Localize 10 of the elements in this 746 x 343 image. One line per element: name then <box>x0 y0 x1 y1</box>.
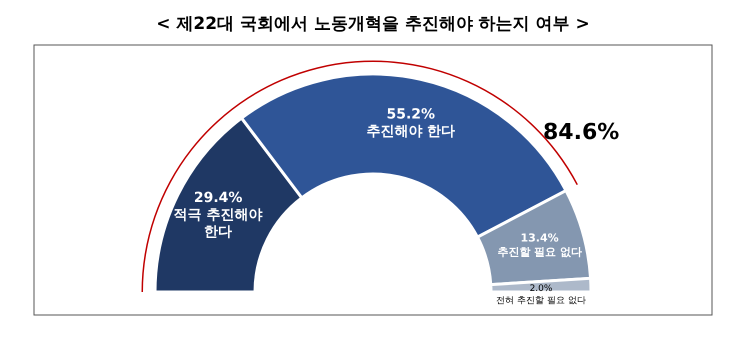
slice-label: 전혀 추진할 필요 없다 <box>496 296 586 306</box>
data-label: 29.4% <box>194 190 242 206</box>
data-label: 2.0% <box>530 284 553 294</box>
slice-label: 적극 추진해야 한다 <box>174 206 263 240</box>
slice-label: 추진해야 한다 <box>366 124 456 140</box>
data-label: 13.4% <box>520 231 559 244</box>
text: 84.6% <box>543 120 620 145</box>
chart-title: < 제22대 국회에서 노동개혁을 추진해야 하는지 여부 > <box>156 14 590 34</box>
slice-label: 추진할 필요 없다 <box>497 245 582 258</box>
data-label: 55.2% <box>386 106 436 123</box>
